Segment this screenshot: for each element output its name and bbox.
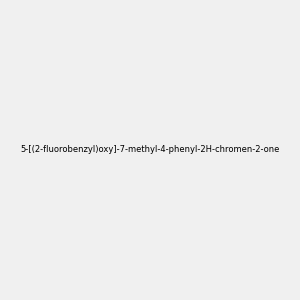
Text: 5-[(2-fluorobenzyl)oxy]-7-methyl-4-phenyl-2H-chromen-2-one: 5-[(2-fluorobenzyl)oxy]-7-methyl-4-pheny… [20,146,280,154]
